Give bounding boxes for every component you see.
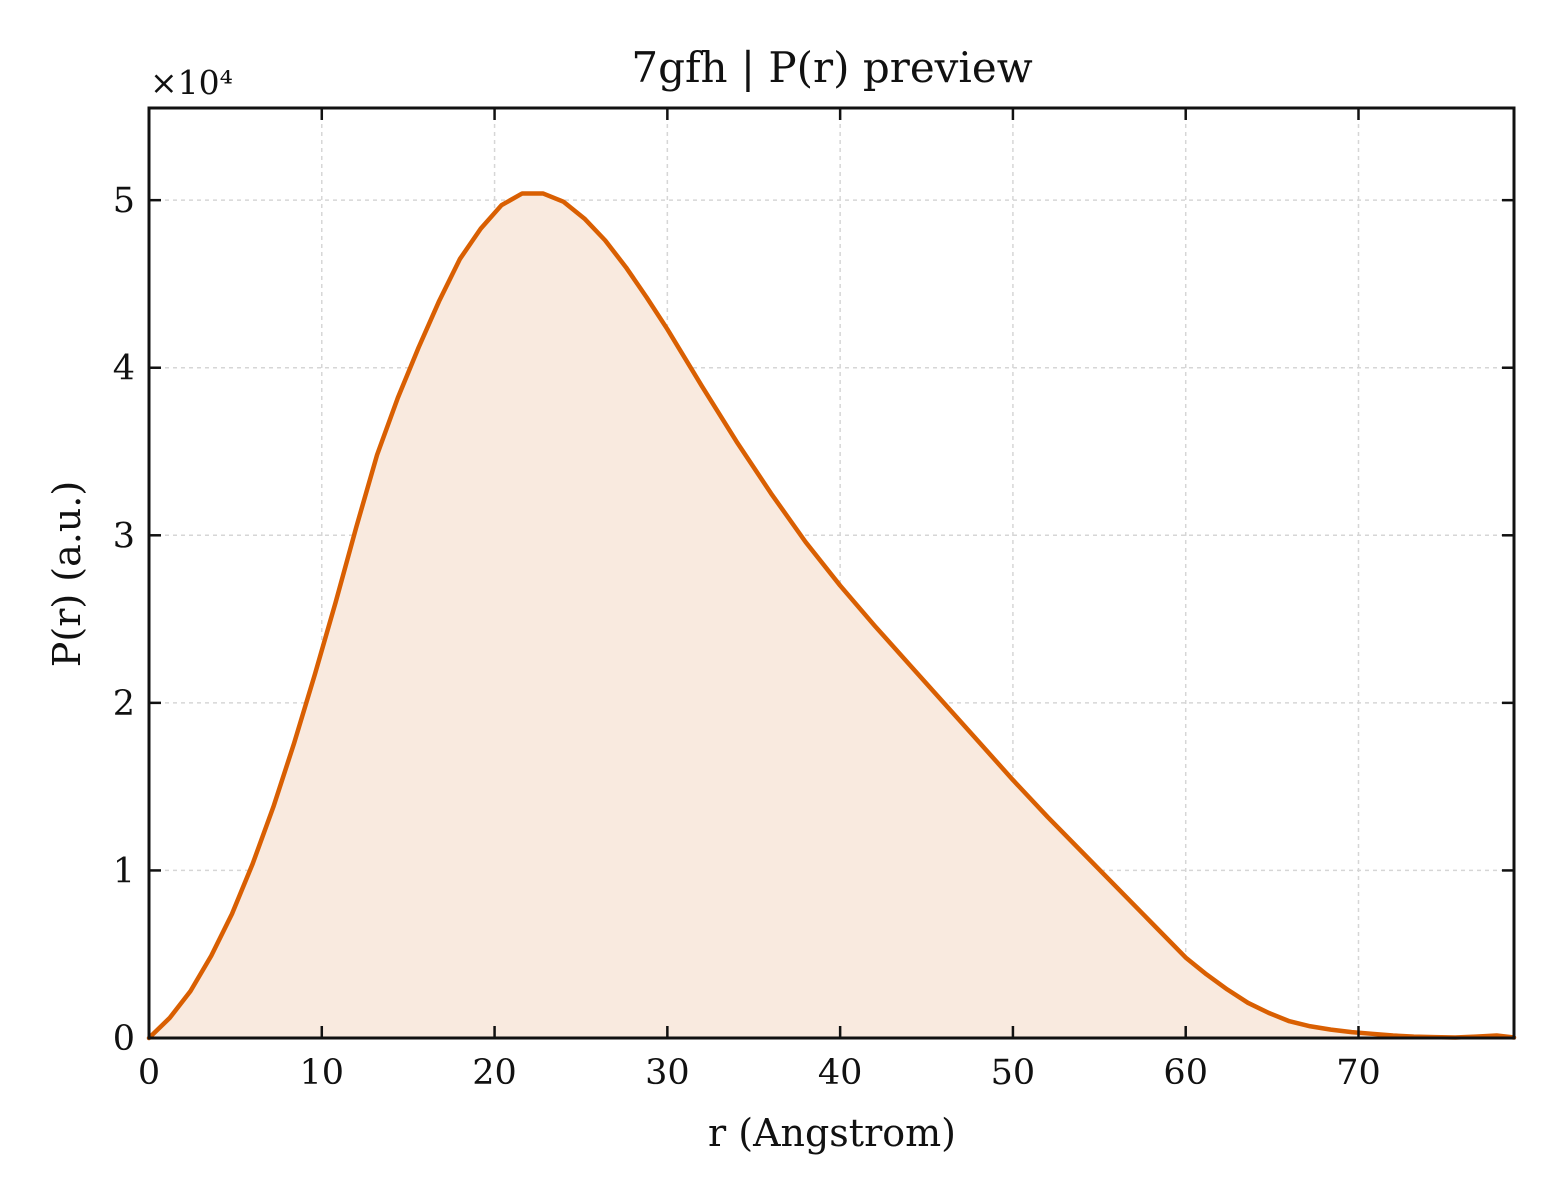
y-tick-label: 3 (113, 516, 135, 556)
series-line-layer (146, 191, 1517, 1041)
area-fill-layer (149, 193, 1514, 1038)
y-tick-label: 4 (113, 349, 135, 389)
y-tick-label: 2 (113, 684, 135, 724)
x-axis-label: r (Angstrom) (708, 1111, 956, 1155)
area-fill (149, 193, 1514, 1038)
y-offset-label: ×10⁴ (150, 63, 233, 102)
x-tick-label: 70 (1336, 1053, 1381, 1093)
x-tick-label: 20 (472, 1053, 517, 1093)
x-tick-label: 40 (818, 1053, 863, 1093)
y-axis-label: P(r) (a.u.) (45, 481, 89, 667)
x-tick-label: 10 (300, 1053, 345, 1093)
x-tick-label: 30 (645, 1053, 690, 1093)
y-tick-label: 0 (113, 1019, 135, 1059)
x-tick-label: 60 (1163, 1053, 1208, 1093)
tick-layer: 0 10 20 30 40 50 60 70 0 1 2 3 4 5 (113, 108, 1514, 1093)
series-line (146, 191, 1517, 1041)
chart-title: 7gfh | P(r) preview (631, 43, 1032, 92)
plot-frame (147, 106, 1516, 1040)
x-tick-label: 0 (138, 1053, 160, 1093)
y-tick-label: 1 (113, 851, 135, 891)
y-tick-label: 5 (113, 181, 135, 221)
x-tick-label: 50 (991, 1053, 1036, 1093)
